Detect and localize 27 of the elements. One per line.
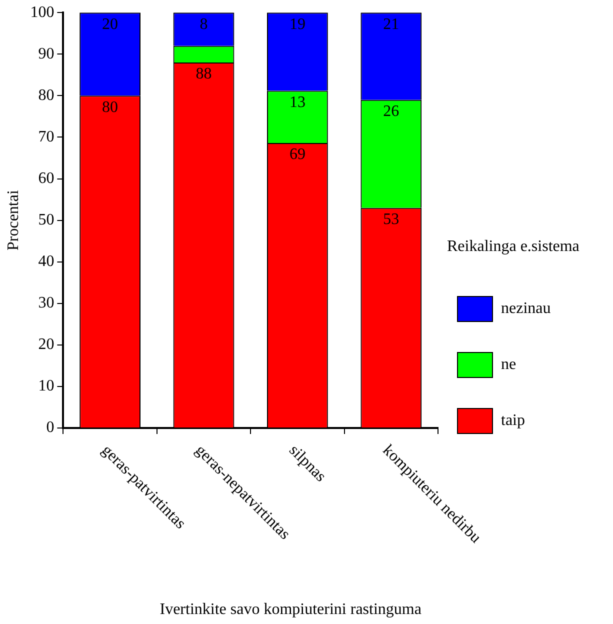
text: taip: [501, 412, 525, 430]
legend-title: Reikalinga e.sistema: [447, 238, 580, 256]
legend-label: ne: [501, 356, 516, 374]
data-label: 19: [289, 16, 306, 33]
y-tick-label: 10: [38, 378, 54, 395]
y-tick-label: 20: [38, 336, 54, 354]
y-tick-label: 0: [46, 419, 54, 436]
y-tick-label: 70: [38, 128, 54, 146]
y-axis-title: Procentai: [4, 190, 22, 251]
y-tick-label: 100: [30, 4, 54, 21]
data-label: 26: [383, 103, 400, 120]
data-label: 8: [200, 16, 208, 33]
y-tick-label: 50: [38, 212, 54, 229]
data-label: 20: [102, 16, 118, 33]
x-axis-title: Ivertinkite savo kompiuterini rastinguma: [160, 601, 422, 618]
y-tick-label: 30: [38, 294, 54, 312]
y-tick-label: 80: [38, 86, 54, 104]
data-label: 80: [102, 98, 118, 116]
data-label: 53: [383, 211, 400, 228]
y-tick-label: 40: [38, 253, 54, 270]
data-label: 69: [289, 146, 306, 164]
y-tick-label: 90: [38, 45, 54, 62]
data-label: 88: [196, 66, 212, 83]
data-label: 13: [289, 94, 306, 111]
y-tick-label: 60: [38, 170, 54, 187]
data-label: 21: [383, 16, 400, 33]
legend-label: nezinau: [501, 300, 551, 318]
